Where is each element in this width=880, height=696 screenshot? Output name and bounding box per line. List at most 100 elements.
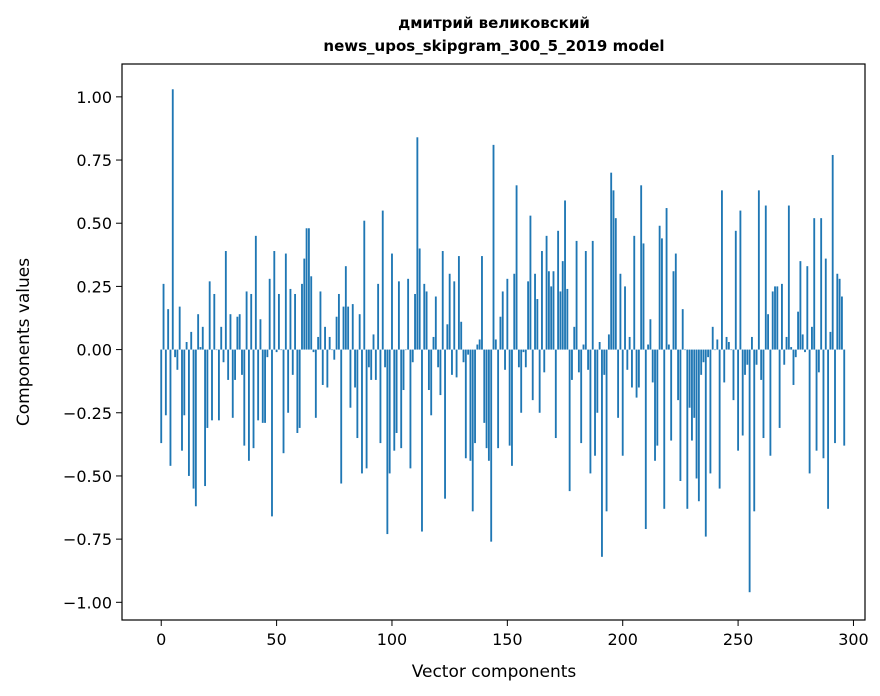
bar-component-296	[843, 349, 846, 446]
bar-component-81	[347, 306, 350, 350]
bar-component-247	[730, 349, 733, 351]
bar-component-61	[301, 283, 303, 350]
bar-component-286	[820, 218, 823, 350]
plot-frame	[121, 63, 866, 621]
bar-component-229	[688, 349, 691, 408]
bar-component-202	[626, 349, 629, 370]
bar-component-112	[418, 248, 421, 350]
bar-component-8	[178, 306, 181, 350]
bar-component-109	[411, 349, 414, 363]
bar-component-197	[614, 218, 617, 350]
bar-component-49	[273, 251, 276, 350]
x-tick-label: 0	[156, 630, 166, 649]
bar-component-63	[305, 228, 308, 350]
bar-component-54	[284, 253, 287, 350]
bar-component-115	[425, 291, 428, 350]
bar-component-84	[354, 349, 356, 388]
bar-component-44	[261, 349, 264, 423]
bar-component-165	[541, 251, 543, 350]
bar-component-159	[527, 281, 530, 350]
bar-component-153	[513, 273, 516, 350]
bar-component-275	[794, 349, 797, 358]
x-tick-label: 150	[492, 630, 523, 649]
bar-component-56	[289, 288, 292, 350]
bar-component-173	[559, 291, 562, 350]
bar-component-235	[702, 349, 705, 363]
bar-component-11	[185, 342, 188, 350]
bar-component-192	[603, 349, 606, 375]
bar-component-106	[404, 349, 407, 351]
bar-component-261	[762, 349, 765, 439]
bar-component-134	[469, 349, 472, 461]
bar-component-60	[298, 349, 301, 428]
x-tick-label: 300	[838, 630, 869, 649]
bar-component-208	[640, 185, 643, 350]
bar-component-198	[617, 349, 620, 418]
bar-component-57	[291, 349, 294, 375]
bar-component-73	[328, 336, 331, 350]
bar-component-76	[335, 316, 338, 350]
bar-component-171	[554, 349, 557, 439]
bar-component-225	[679, 349, 682, 481]
bar-component-194	[607, 334, 610, 350]
bar-component-9	[181, 349, 183, 451]
bar-component-140	[483, 349, 486, 423]
bar-component-243	[721, 190, 723, 350]
bar-component-78	[340, 349, 343, 484]
bar-component-67	[314, 349, 317, 418]
bar-component-107	[407, 278, 410, 350]
bar-component-236	[704, 349, 707, 537]
bar-component-228	[686, 349, 689, 509]
bar-component-91	[370, 349, 373, 380]
bar-component-257	[753, 349, 756, 512]
bar-component-174	[561, 261, 564, 350]
bar-component-144	[492, 144, 495, 350]
x-tick-label: 250	[723, 630, 754, 649]
bar-component-17	[199, 347, 202, 350]
bar-component-88	[363, 220, 366, 350]
bar-component-183	[582, 344, 585, 350]
bar-component-283	[813, 218, 816, 350]
bar-component-190	[598, 342, 601, 350]
bar-component-219	[665, 208, 668, 350]
bar-component-151	[508, 349, 511, 446]
bar-component-295	[841, 296, 843, 350]
bar-component-116	[427, 349, 430, 391]
bar-component-119	[434, 296, 437, 350]
bar-component-270	[783, 349, 786, 365]
bar-component-212	[649, 319, 652, 350]
bar-component-181	[577, 349, 580, 373]
bar-component-45	[264, 349, 266, 423]
bar-component-167	[545, 235, 548, 350]
bar-component-272	[787, 205, 790, 350]
bar-component-210	[644, 349, 647, 530]
bar-component-39	[250, 293, 253, 350]
bar-component-172	[557, 230, 560, 350]
bar-component-169	[550, 286, 553, 350]
bar-component-131	[462, 349, 465, 363]
bar-component-282	[811, 326, 813, 350]
bar-component-83	[351, 304, 354, 350]
bar-component-253	[744, 349, 746, 375]
bar-component-276	[797, 311, 800, 350]
bar-component-163	[536, 299, 539, 350]
bar-component-80	[344, 266, 347, 350]
bar-component-127	[453, 281, 456, 350]
bar-component-230	[691, 349, 693, 441]
y-tick-label: 0.75	[76, 151, 112, 170]
bar-component-5	[171, 89, 174, 350]
bar-component-152	[511, 349, 513, 466]
bar-component-29	[227, 349, 230, 380]
bar-component-129	[457, 256, 460, 350]
bar-component-62	[303, 258, 306, 350]
bar-component-138	[478, 339, 481, 350]
bar-component-145	[494, 339, 497, 350]
bar-component-232	[695, 349, 698, 479]
bar-component-65	[310, 276, 313, 350]
bar-component-128	[455, 349, 458, 378]
bar-component-125	[448, 273, 451, 350]
y-axis-ticks: −1.00 −0.75 −0.50 −0.25 0.00 0.25 0.50 0.75 1.00	[63, 88, 122, 612]
bar-component-64	[307, 228, 310, 350]
x-tick-label: 50	[266, 630, 286, 649]
